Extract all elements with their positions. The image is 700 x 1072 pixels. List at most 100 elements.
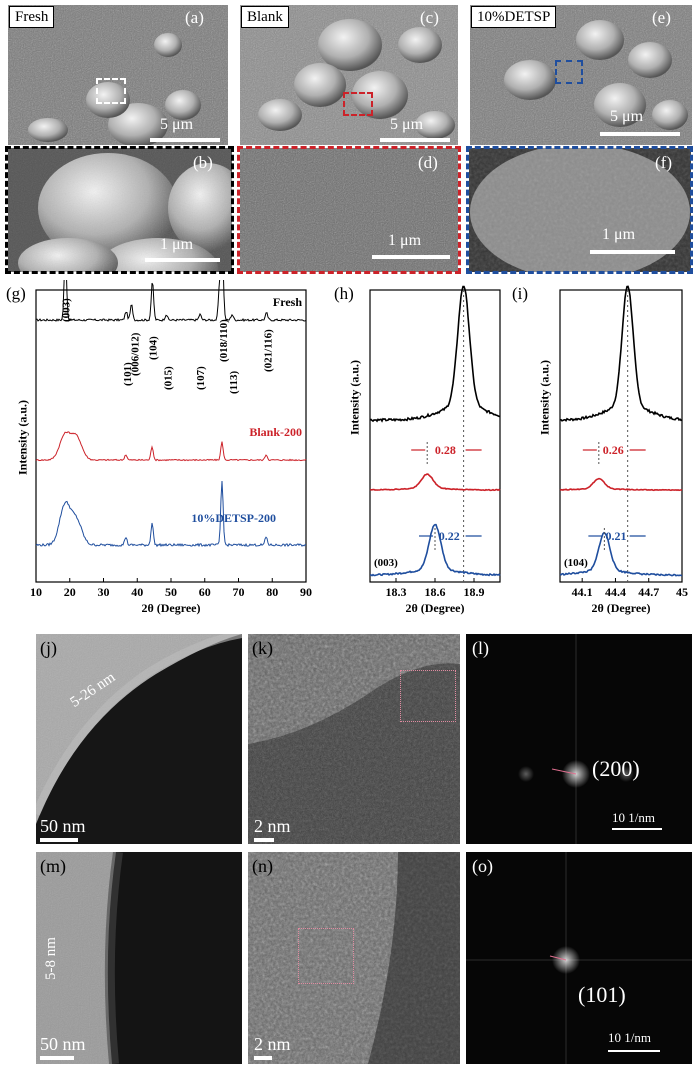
fft-scalebar-l: [612, 828, 662, 830]
chart-i-ylabel: Intensity (a.u.): [537, 360, 552, 436]
chart-g-annotation: (015): [163, 366, 175, 390]
chart-h-frame: [369, 289, 501, 583]
tem-image-m: [36, 852, 242, 1064]
frame-f: [466, 146, 693, 274]
tem-image-j: [36, 634, 242, 844]
chart-i-frame: [559, 289, 683, 583]
fft-plane-o: (101): [578, 982, 626, 1007]
fft-scale-o: 10 1/nm: [608, 1030, 651, 1045]
zoom-box-e: [555, 60, 583, 84]
zoom-box-a: [96, 78, 126, 104]
tem-scalebar-m: [40, 1056, 74, 1060]
chart-h-label: (h): [334, 284, 354, 303]
panel-label-e: (e): [652, 8, 671, 27]
chart-g-ticklabel: 40: [131, 585, 143, 599]
scale-f: 1 μm: [602, 226, 636, 243]
fft-plane-l: (200): [592, 756, 640, 781]
sem-tag-fresh: Fresh: [9, 6, 55, 28]
tem-label-j: (j): [40, 638, 57, 658]
chart-g-ticklabel: 30: [98, 585, 110, 599]
chart-g-ticklabel: 80: [266, 585, 278, 599]
scale-b: 1 μm: [160, 236, 194, 253]
chart-i-series-fresh: [559, 285, 683, 423]
chart-g-annotation: (101): [122, 362, 134, 386]
chart-h-series-fresh: [369, 285, 501, 423]
chart-g-series-detsp: [35, 480, 307, 548]
chart-i-ticklabel: 44.1: [572, 585, 593, 599]
chart-h-series-detsp: [370, 523, 501, 577]
chart-g-annotation: (003): [60, 298, 72, 322]
chart-i-ticklabel: 44.4: [605, 585, 626, 599]
panel-label-b: (b): [193, 153, 213, 172]
sem-zoom-fresh: [8, 148, 232, 272]
scale-d: 1 μm: [388, 232, 422, 249]
chart-g-ticklabel: 70: [233, 585, 245, 599]
chart-i-peaklabel: (104): [564, 557, 588, 569]
chart-g-annotation: (104): [147, 336, 159, 360]
fft-label-l: (l): [472, 638, 489, 658]
sem-tag-blank: Blank: [241, 6, 289, 28]
chart-g-legend-detsp: 10%DETSP-200: [191, 511, 276, 525]
chart-h-series-blank: [369, 473, 501, 492]
scalebar-b: [145, 258, 220, 262]
fft-image-l: [466, 634, 692, 844]
scale-a: 5 μm: [160, 116, 194, 133]
panel-label-a: (a): [185, 8, 204, 27]
tem-thickness-m: 5-8 nm: [42, 937, 59, 980]
chart-g-ticklabel: 20: [64, 585, 76, 599]
frame-b: [5, 146, 234, 274]
panel-label-d: (d): [418, 153, 438, 172]
chart-g-ticklabel: 50: [165, 585, 177, 599]
tem-label-n: (n): [252, 856, 273, 876]
tem-label-k: (k): [252, 638, 273, 658]
chart-g-ylabel: Intensity (a.u.): [15, 400, 30, 476]
chart-h-peaklabel: (003): [374, 557, 398, 569]
sem-image-blank: [240, 5, 458, 145]
panel-label-f: (f): [655, 153, 672, 172]
chart-i-ticklabel: 44.7: [638, 585, 659, 599]
chart-h-ylabel: Intensity (a.u.): [347, 360, 362, 436]
fft-region-k: [400, 670, 456, 722]
chart-g-legend-blank: Blank-200: [249, 425, 302, 439]
chart-h-shift-detsp: 0.22: [439, 529, 460, 543]
tem-scale-m: 50 nm: [40, 1034, 86, 1054]
chart-h-xlabel: 2θ (Degree): [405, 601, 464, 615]
sem-tag-detsp: 10%DETSP: [471, 6, 557, 28]
scalebar-e: [600, 132, 680, 136]
fft-region-n: [298, 928, 354, 984]
chart-h-ticklabel: 18.6: [425, 585, 446, 599]
chart-i-series-detsp: [559, 531, 683, 577]
chart-i-shift-detsp: 0.21: [606, 529, 627, 543]
tem-scale-n: 2 nm: [254, 1034, 291, 1054]
chart-g-ticklabel: 90: [300, 585, 312, 599]
chart-g-annotation: (107): [195, 366, 207, 390]
tem-label-m: (m): [40, 856, 66, 876]
zoom-box-c: [343, 92, 373, 116]
chart-g-series-blank: [35, 431, 307, 462]
chart-h-ticklabel: 18.9: [464, 585, 485, 599]
chart-g-ticklabel: 60: [199, 585, 211, 599]
tem-scalebar-n: [254, 1056, 272, 1060]
scalebar-a: [150, 138, 220, 142]
chart-g-annotation: (018/110): [218, 319, 230, 362]
tem-scalebar-j: [40, 838, 78, 842]
panel-label-c: (c): [420, 8, 439, 27]
scalebar-d: [372, 255, 450, 259]
chart-g-legend-fresh: Fresh: [273, 295, 302, 309]
fft-label-o: (o): [472, 856, 493, 876]
scalebar-f: [590, 250, 675, 254]
fft-image-o: [466, 852, 692, 1064]
chart-g-ticklabel: 10: [30, 585, 42, 599]
tem-scale-j: 50 nm: [40, 816, 86, 836]
chart-i-series-blank: [559, 477, 683, 492]
chart-g-series-fresh: [35, 280, 307, 322]
scale-e: 5 μm: [610, 108, 644, 125]
chart-i-xlabel: 2θ (Degree): [591, 601, 650, 615]
chart-g-xlabel: 2θ (Degree): [141, 601, 200, 615]
chart-i-shift-blank: 0.26: [603, 443, 624, 457]
scalebar-c: [380, 138, 450, 142]
frame-d: [237, 146, 461, 274]
chart-h-ticklabel: 18.3: [386, 585, 407, 599]
tem-scalebar-k: [254, 838, 274, 842]
tem-image-k: [248, 634, 460, 844]
